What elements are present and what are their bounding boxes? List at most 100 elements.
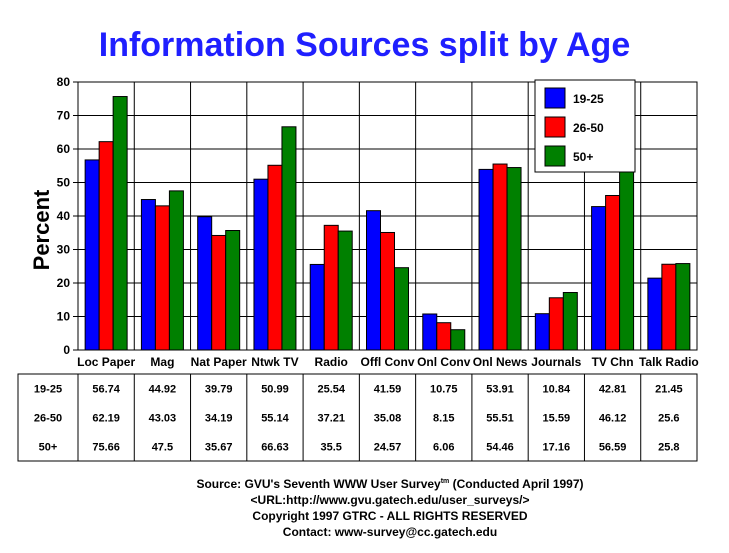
bar-19-25-onl-news	[478, 168, 494, 351]
bar-26-50-loc-paper	[98, 141, 114, 351]
data-table-cell: 44.92	[149, 384, 177, 396]
bar-50+-offl-conv	[394, 267, 409, 351]
bar-50+-loc-paper	[112, 96, 128, 351]
bar-19-25-talk-radio	[647, 277, 663, 351]
bar-26-50-radio	[323, 224, 339, 351]
data-table-cell: 62.19	[92, 413, 120, 425]
data-table-cell: 15.59	[543, 413, 571, 425]
bar-26-50-mag	[154, 205, 170, 351]
data-table-cell: 24.57	[374, 442, 402, 454]
data-table-cell: 21.45	[655, 384, 683, 396]
x-tick-label: Onl Conv	[417, 355, 471, 369]
chart-title: Information Sources split by Age	[98, 26, 631, 64]
bar-chart: 0 10 20 30 40 50 60 70 80 Loc Paper Mag Nat Paper Nt…	[17, 75, 699, 462]
data-table-cell: 46.12	[599, 413, 627, 425]
data-table-cell: 37.21	[317, 413, 345, 425]
data-table-cell: 10.84	[543, 384, 571, 396]
bar-50+-onl-news	[506, 167, 522, 351]
y-tick-label: 70	[57, 109, 71, 123]
data-table-cell: 35.5	[321, 442, 342, 454]
data-table-cell: 56.74	[92, 384, 120, 396]
data-table-cell: 25.8	[658, 442, 679, 454]
legend-label: 50+	[573, 150, 593, 164]
bar-19-25-tv-chn	[591, 206, 607, 351]
bar-19-25-loc-paper	[84, 159, 100, 351]
x-tick-label: TV Chn	[592, 355, 634, 369]
bar-26-50-ntwk-tv	[267, 164, 283, 351]
data-table-cell: 55.14	[261, 413, 289, 425]
bar-50+-tv-chn	[619, 159, 635, 351]
copyright-line: Copyright 1997 GTRC - ALL RIGHTS RESERVE…	[252, 509, 528, 523]
data-table-cell: 54.46	[486, 442, 514, 454]
legend-label: 19-25	[573, 92, 604, 106]
data-table-cell: 47.5	[152, 442, 173, 454]
bar-26-50-talk-radio	[661, 263, 677, 351]
chart-footer: Source: GVU's Seventh WWW User Surveytm …	[150, 474, 630, 540]
x-tick-label: Onl News	[473, 355, 528, 369]
data-table-cell: 35.67	[205, 442, 233, 454]
data-table-row-label: 26-50	[34, 413, 62, 425]
x-tick-label: Mag	[150, 355, 174, 369]
x-tick-label: Journals	[531, 355, 581, 369]
data-table-cell: 41.59	[374, 384, 402, 396]
data-table-cell: 66.63	[261, 442, 289, 454]
bar-50+-ntwk-tv	[281, 126, 297, 351]
data-table-cell: 34.19	[205, 413, 233, 425]
bar-19-25-offl-conv	[366, 210, 381, 351]
data-table-cell: 55.51	[486, 413, 514, 425]
y-tick-label: 50	[57, 176, 71, 190]
y-tick-label: 60	[57, 142, 71, 156]
bar-50+-radio	[337, 230, 353, 351]
source-prefix: Source: GVU's Seventh WWW User Survey	[196, 477, 441, 491]
bar-19-25-radio	[309, 263, 325, 351]
data-table-cell: 75.66	[92, 442, 120, 454]
data-table-cell: 6.06	[433, 442, 454, 454]
y-tick-label: 0	[63, 343, 70, 357]
bar-50+-onl-conv	[450, 329, 466, 351]
bar-19-25-mag	[140, 199, 156, 351]
data-table-cell: 50.99	[261, 384, 289, 396]
y-tick-label: 40	[57, 209, 71, 223]
source-line: Source: GVU's Seventh WWW User Surveytm …	[150, 474, 630, 492]
bar-19-25-journals	[534, 313, 550, 351]
data-table-cell: 53.91	[486, 384, 514, 396]
bar-50+-nat-paper	[225, 230, 241, 351]
x-tick-label: Nat Paper	[191, 355, 247, 369]
data-table-cell: 10.75	[430, 384, 458, 396]
data-table-cell: 25.54	[317, 384, 345, 396]
bar-50+-journals	[562, 292, 578, 351]
data-table-frame	[17, 373, 698, 462]
source-suffix: (Conducted April 1997)	[449, 477, 584, 491]
y-tick-label: 80	[57, 75, 71, 89]
legend-swatch	[544, 116, 566, 138]
data-table-row-label: 19-25	[34, 384, 62, 396]
bar-26-50-offl-conv	[380, 231, 395, 351]
contact-line: Contact: www-survey@cc.gatech.edu	[282, 525, 498, 539]
data-table-cell: 56.59	[599, 442, 627, 454]
data-table-cell: 43.03	[149, 413, 177, 425]
x-tick-label: Talk Radio	[639, 355, 699, 369]
x-tick-label: Loc Paper	[77, 355, 135, 369]
y-tick-label: 20	[57, 276, 71, 290]
data-table-row-label: 50+	[39, 442, 58, 454]
legend-swatch	[544, 145, 566, 167]
bar-26-50-journals	[548, 297, 564, 351]
data-table-cell: 42.81	[599, 384, 627, 396]
bar-26-50-nat-paper	[211, 234, 227, 351]
bar-26-50-onl-news	[492, 163, 508, 351]
x-tick-label: Ntwk TV	[251, 355, 298, 369]
legend-swatch	[544, 87, 566, 109]
bar-19-25-nat-paper	[197, 216, 213, 351]
legend-label: 26-50	[573, 121, 604, 135]
trademark-mark: tm	[440, 478, 450, 485]
data-table-cell: 39.79	[205, 384, 233, 396]
bar-26-50-tv-chn	[605, 194, 621, 351]
bar-19-25-ntwk-tv	[253, 178, 269, 351]
data-table-cell: 25.6	[658, 413, 679, 425]
y-tick-label: 10	[57, 310, 71, 324]
data-table-cell: 17.16	[543, 442, 571, 454]
x-tick-label: Offl Conv	[361, 355, 415, 369]
bar-50+-talk-radio	[675, 263, 691, 351]
data-table-cell: 8.15	[433, 413, 454, 425]
bar-19-25-onl-conv	[422, 313, 438, 351]
